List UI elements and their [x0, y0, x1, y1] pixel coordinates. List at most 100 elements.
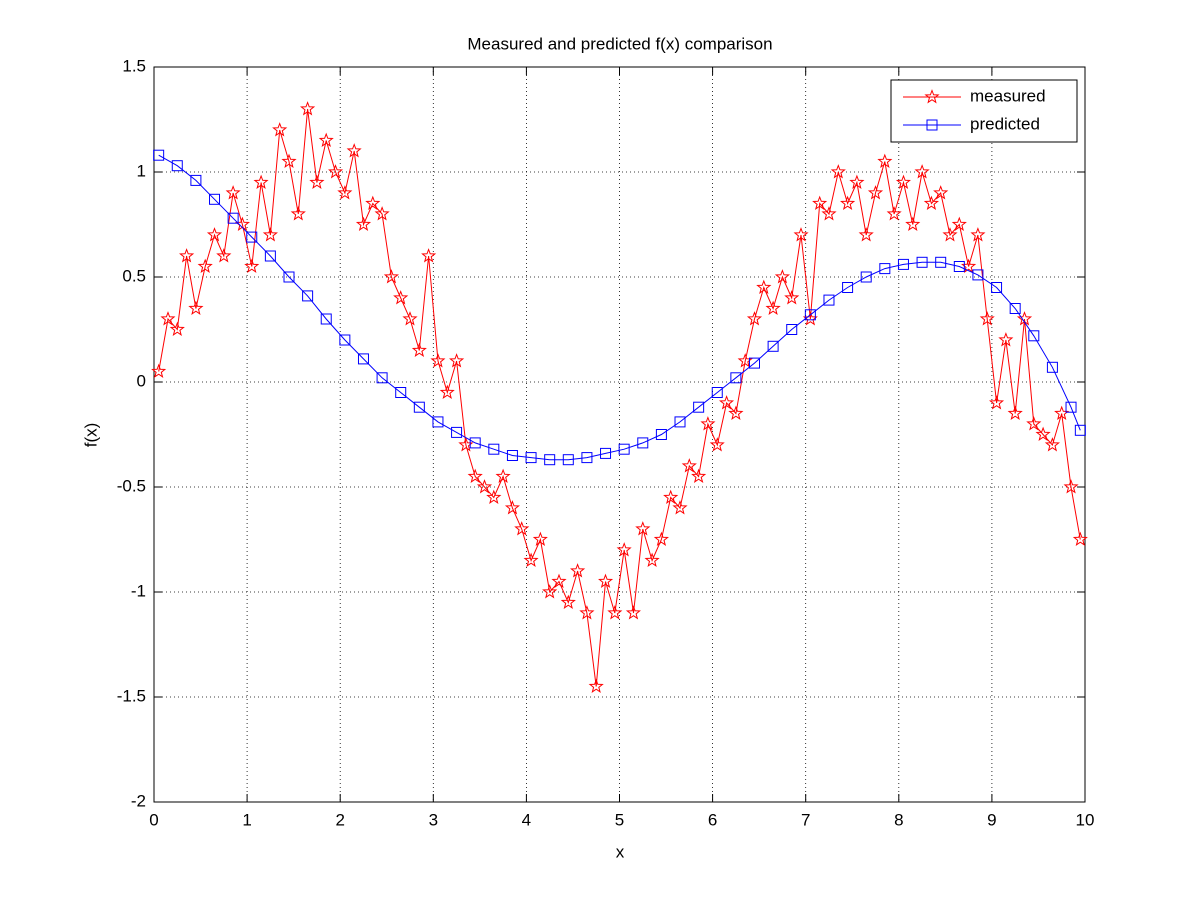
y-axis-label: f(x)	[81, 423, 100, 448]
star-marker	[504, 500, 520, 515]
square-marker	[674, 416, 686, 428]
square-marker	[1074, 424, 1086, 436]
square-marker	[153, 149, 165, 161]
star-marker	[728, 405, 744, 420]
chart-title: Measured and predicted f(x) comparison	[467, 34, 772, 53]
star-marker	[849, 174, 865, 189]
star-marker	[970, 227, 986, 242]
square-marker	[227, 212, 239, 224]
legend-marker	[926, 119, 938, 131]
y-tick-label: -2	[131, 791, 146, 810]
y-tick-label: -1.5	[117, 686, 146, 705]
x-tick-label: 5	[615, 810, 624, 829]
star-marker	[663, 489, 679, 504]
x-tick-label: 0	[149, 810, 158, 829]
star-marker	[542, 584, 558, 599]
star-marker	[979, 311, 995, 326]
star-marker	[923, 195, 939, 210]
legend-label: measured	[970, 86, 1046, 105]
star-marker	[486, 489, 502, 504]
square-marker	[1009, 303, 1021, 314]
star-marker	[570, 563, 586, 578]
square-marker	[544, 454, 556, 466]
square-marker	[748, 357, 760, 369]
star-marker	[439, 384, 455, 399]
star-marker	[197, 258, 213, 273]
square-marker	[1065, 401, 1077, 413]
star-marker	[793, 227, 809, 242]
star-marker	[812, 195, 828, 210]
x-tick-label: 6	[708, 810, 717, 829]
star-marker	[262, 227, 278, 242]
square-marker	[320, 313, 332, 325]
star-marker	[430, 353, 446, 368]
square-marker	[823, 294, 835, 306]
star-marker	[765, 300, 781, 315]
star-marker	[560, 594, 576, 609]
square-marker	[711, 387, 723, 398]
square-marker	[488, 443, 500, 455]
square-marker	[953, 261, 965, 272]
x-tick-label: 3	[429, 810, 438, 829]
star-marker	[179, 248, 195, 263]
star-marker	[281, 153, 297, 168]
square-marker	[376, 372, 388, 384]
star-marker	[1063, 479, 1079, 494]
square-marker	[1046, 361, 1058, 373]
y-tick-label: 0.5	[122, 266, 146, 285]
square-marker	[506, 450, 518, 461]
star-marker	[598, 573, 614, 588]
square-marker	[562, 454, 574, 466]
square-marker	[339, 334, 351, 346]
star-marker	[551, 573, 567, 588]
star-marker	[365, 195, 381, 210]
square-marker	[357, 353, 369, 365]
star-marker	[989, 395, 1005, 410]
star-marker	[383, 269, 399, 284]
square-marker	[618, 443, 630, 455]
star-marker	[914, 164, 930, 179]
star-marker	[867, 185, 884, 200]
square-marker	[693, 401, 705, 413]
square-marker	[246, 231, 258, 243]
x-tick-label: 8	[894, 810, 903, 829]
square-marker	[190, 174, 202, 186]
square-marker	[302, 290, 314, 302]
star-marker	[449, 353, 465, 368]
star-marker	[625, 605, 641, 620]
star-marker	[895, 174, 911, 189]
star-marker	[858, 227, 874, 242]
star-marker	[691, 468, 707, 483]
star-marker	[607, 605, 623, 620]
square-marker	[935, 256, 947, 268]
star-marker	[1072, 531, 1088, 546]
square-marker	[581, 452, 593, 464]
square-marker	[451, 426, 463, 438]
star-marker	[337, 185, 353, 200]
square-marker	[209, 193, 221, 205]
star-marker	[886, 206, 902, 221]
square-marker	[804, 309, 816, 321]
star-marker	[318, 132, 334, 147]
star-marker	[719, 395, 735, 410]
y-tick-label: -0.5	[117, 476, 146, 495]
star-marker	[151, 363, 167, 378]
y-tick-label: 1.5	[122, 56, 146, 75]
star-marker	[216, 248, 232, 263]
square-marker	[395, 387, 407, 398]
star-marker	[328, 164, 344, 179]
square-marker	[860, 271, 872, 283]
star-marker	[225, 185, 241, 200]
star-marker	[998, 332, 1014, 347]
star-marker	[830, 164, 846, 179]
star-marker	[1035, 426, 1051, 441]
square-marker	[767, 340, 779, 352]
star-marker	[374, 206, 390, 221]
square-marker	[786, 324, 798, 335]
series-line	[158, 154, 1081, 461]
star-marker	[290, 206, 306, 221]
star-marker	[616, 542, 632, 557]
square-marker	[730, 372, 742, 384]
x-tick-label: 1	[242, 810, 251, 829]
star-marker	[355, 216, 372, 231]
